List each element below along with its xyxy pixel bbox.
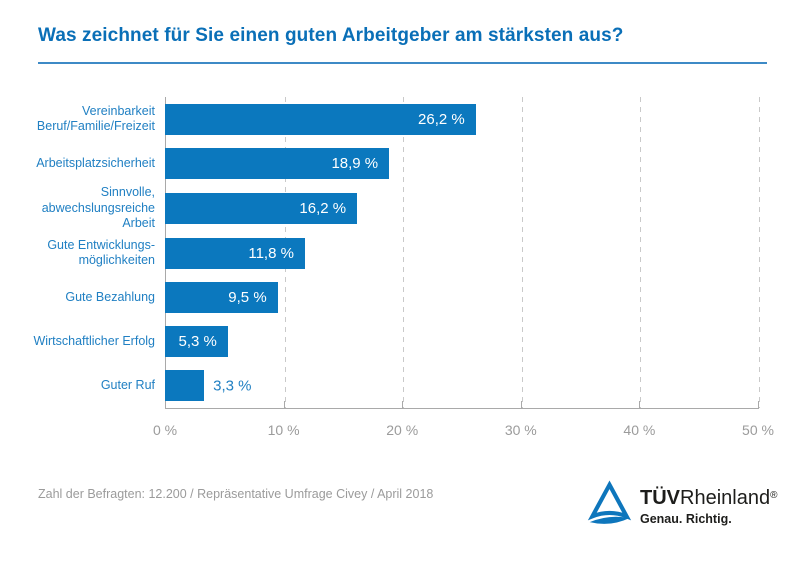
bar-row: Wirtschaftlicher Erfolg 5,3 %: [0, 320, 758, 364]
logo-wordmark: TÜVRheinland®: [640, 488, 777, 508]
bar-chart: Vereinbarkeit Beruf/Familie/Freizeit 26,2…: [0, 97, 800, 438]
bar-track: 11,8 %: [165, 237, 758, 269]
value-label: 16,2 %: [299, 199, 347, 217]
x-axis-tick-label: 40 %: [623, 422, 656, 438]
bar-row: Guter Ruf 3,3 %: [0, 364, 758, 408]
bar: 16,2 %: [165, 192, 358, 224]
value-label: 26,2 %: [418, 110, 465, 128]
bar-rows: Vereinbarkeit Beruf/Familie/Freizeit 26,2…: [0, 97, 758, 408]
page-title: Was zeichnet für Sie einen guten Arbeitg…: [38, 25, 624, 46]
bar-track: 26,2 %: [165, 103, 758, 135]
bar-track: 16,2 %: [165, 192, 758, 224]
x-axis: 0 % 10 % 20 % 30 % 40 % 50 %: [153, 401, 774, 451]
source-note: Zahl der Befragten: 12.200 / Repräsentat…: [38, 487, 434, 501]
logo-text: TÜVRheinland® Genau. Richtig.: [640, 488, 777, 526]
value-label: 3,3 %: [213, 377, 252, 395]
value-label: 11,8 %: [248, 244, 294, 262]
x-axis-tick-label: 30 %: [504, 422, 537, 438]
bar: 26,2 %: [165, 103, 476, 135]
category-label: Sinnvolle, abwechslungsreiche Arbeit: [41, 185, 155, 230]
bar-row: Arbeitsplatzsicherheit 18,9 %: [0, 141, 758, 185]
x-axis-tick-label: 0 %: [152, 422, 178, 438]
logo-tagline: Genau. Richtig.: [640, 512, 732, 526]
bar-row: Vereinbarkeit Beruf/Familie/Freizeit 26,2…: [0, 97, 758, 141]
category-label: Gute Entwicklungs- möglichkeiten: [47, 238, 155, 268]
x-axis-tick-label: 10 %: [267, 422, 300, 438]
category-label: Guter Ruf: [100, 378, 155, 393]
tuv-rheinland-logo: TÜVRheinland® Genau. Richtig.: [587, 480, 777, 531]
registered-mark: ®: [770, 490, 778, 501]
gridline-50pct: [759, 97, 760, 408]
x-axis-tick: [283, 401, 285, 409]
logo-tuv: TÜV: [640, 487, 680, 509]
x-axis-tick: [402, 401, 404, 409]
tuv-triangle-icon: [587, 480, 632, 524]
bar-row: Sinnvolle, abwechslungsreiche Arbeit 16,2…: [0, 185, 758, 231]
category-label: Wirtschaftlicher Erfolg: [33, 334, 155, 349]
x-axis-tick: [520, 401, 522, 409]
bar-track: 5,3 %: [165, 326, 758, 358]
bar-track: 3,3 %: [165, 370, 758, 402]
bar: 11,8 %: [165, 237, 305, 269]
bar-track: 18,9 %: [165, 147, 758, 179]
value-label: 5,3 %: [178, 333, 217, 351]
category-label: Gute Bezahlung: [65, 289, 155, 304]
bar-row: Gute Entwicklungs- möglichkeiten 11,8 %: [0, 231, 758, 275]
x-axis-tick: [165, 401, 166, 409]
bar: 9,5 %: [165, 281, 278, 313]
x-axis-tick-label: 20 %: [386, 422, 419, 438]
bar: 18,9 %: [165, 147, 390, 179]
x-axis-tick-label: 50 %: [742, 422, 774, 438]
logo-rheinland: Rheinland: [680, 487, 771, 509]
title-divider: [38, 62, 767, 64]
bar-row: Gute Bezahlung 9,5 %: [0, 275, 758, 319]
bar-track: 9,5 %: [165, 281, 758, 313]
value-label: 9,5 %: [228, 288, 267, 306]
x-axis-tick: [758, 401, 759, 409]
bar: 5,3 %: [165, 326, 228, 358]
category-label: Vereinbarkeit Beruf/Familie/Freizeit: [36, 103, 155, 134]
bar: [165, 370, 205, 402]
x-axis-tick: [639, 401, 641, 409]
value-label: 18,9 %: [331, 154, 379, 172]
category-label: Arbeitsplatzsicherheit: [36, 155, 155, 170]
